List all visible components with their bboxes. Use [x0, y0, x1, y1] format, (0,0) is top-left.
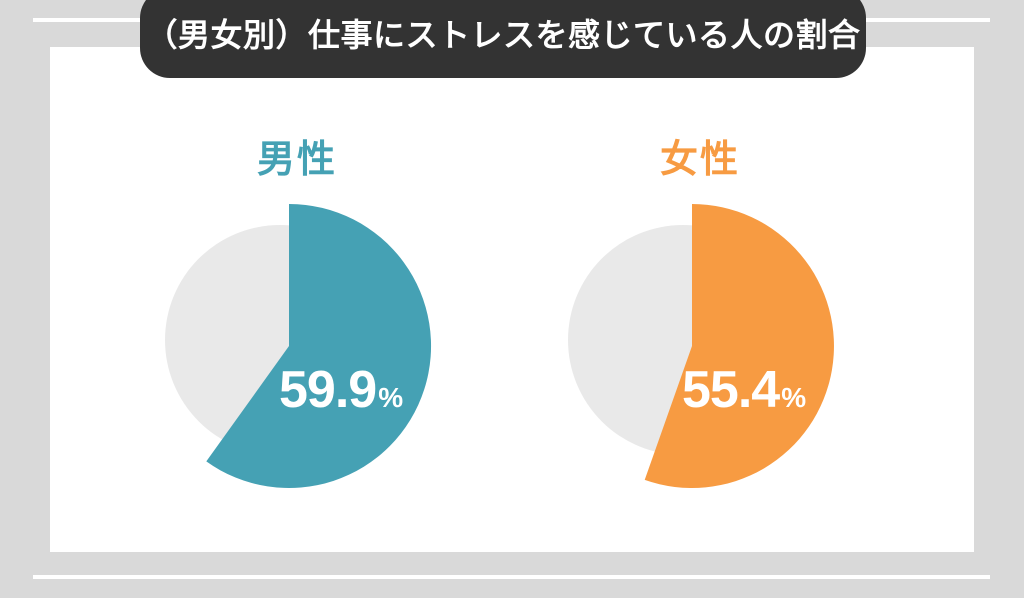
- title-badge: （男女別）仕事にストレスを感じている人の割合: [140, 0, 866, 78]
- percent-sign-female: %: [781, 382, 807, 413]
- pie-label-female: 女性: [659, 139, 740, 181]
- pie-chart-female: [568, 204, 834, 488]
- pie-block-female: 女性 55.4%: [545, 120, 855, 500]
- percent-sign-male: %: [378, 382, 404, 413]
- pie-value-male: 59.9%: [279, 364, 403, 416]
- pie-label-male: 男性: [256, 139, 337, 181]
- pie-value-female: 55.4%: [682, 364, 806, 416]
- chart-title: （男女別）仕事にストレスを感じている人の割合: [145, 17, 861, 53]
- pie-chart-male: [165, 204, 432, 488]
- decorative-line-bottom: [33, 575, 990, 579]
- pie-block-male: 男性 59.9%: [142, 120, 452, 500]
- pie-value-number-female: 55.4: [682, 361, 780, 419]
- pie-value-number-male: 59.9: [279, 361, 377, 419]
